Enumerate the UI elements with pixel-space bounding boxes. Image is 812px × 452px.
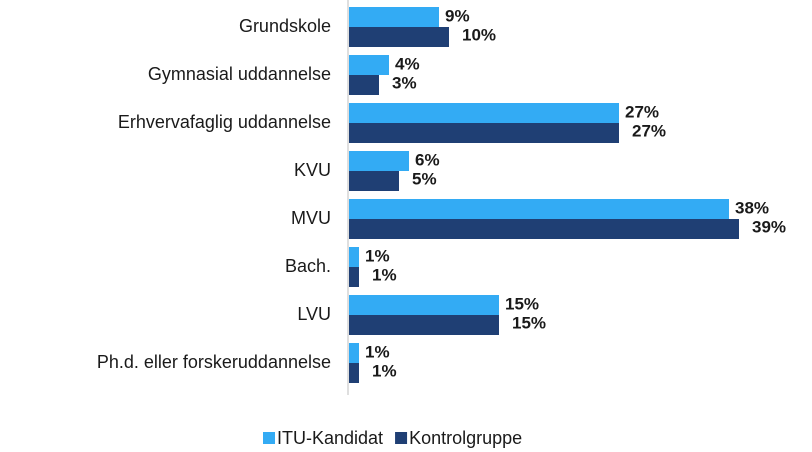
value-label: 4%	[395, 54, 420, 73]
category-label: Ph.d. eller forskeruddannelse	[97, 352, 331, 372]
bar	[349, 219, 739, 239]
legend-swatch	[263, 432, 275, 444]
bar	[349, 55, 389, 75]
category-label: LVU	[297, 304, 331, 324]
value-label: 1%	[365, 342, 390, 361]
value-label: 5%	[412, 169, 437, 188]
value-label: 27%	[625, 102, 659, 121]
category-label: Grundskole	[239, 16, 331, 36]
bar	[349, 75, 379, 95]
value-label: 15%	[505, 294, 539, 313]
category-label: Bach.	[285, 256, 331, 276]
bar	[349, 171, 399, 191]
value-label: 9%	[445, 6, 470, 25]
value-label: 10%	[462, 25, 496, 44]
bar	[349, 295, 499, 315]
bar	[349, 343, 359, 363]
value-label: 15%	[512, 313, 546, 332]
legend-label: Kontrolgruppe	[409, 428, 522, 448]
bar	[349, 123, 619, 143]
category-label: KVU	[294, 160, 331, 180]
legend-label: ITU-Kandidat	[277, 428, 383, 448]
value-label: 6%	[415, 150, 440, 169]
value-label: 1%	[372, 265, 397, 284]
bar	[349, 199, 729, 219]
category-label: MVU	[291, 208, 331, 228]
value-label: 27%	[632, 121, 666, 140]
value-label: 3%	[392, 73, 417, 92]
value-label: 39%	[752, 217, 786, 236]
bar	[349, 363, 359, 383]
bar	[349, 27, 449, 47]
bar	[349, 247, 359, 267]
legend-swatch	[395, 432, 408, 444]
bar	[349, 103, 619, 123]
category-label: Gymnasial uddannelse	[148, 64, 331, 84]
bar	[349, 7, 439, 27]
bar	[349, 267, 359, 287]
bar	[349, 315, 499, 335]
category-label: Erhvervafaglig uddannelse	[118, 112, 331, 132]
bar	[349, 151, 409, 171]
value-label: 38%	[735, 198, 769, 217]
value-label: 1%	[365, 246, 390, 265]
value-label: 1%	[372, 361, 397, 380]
